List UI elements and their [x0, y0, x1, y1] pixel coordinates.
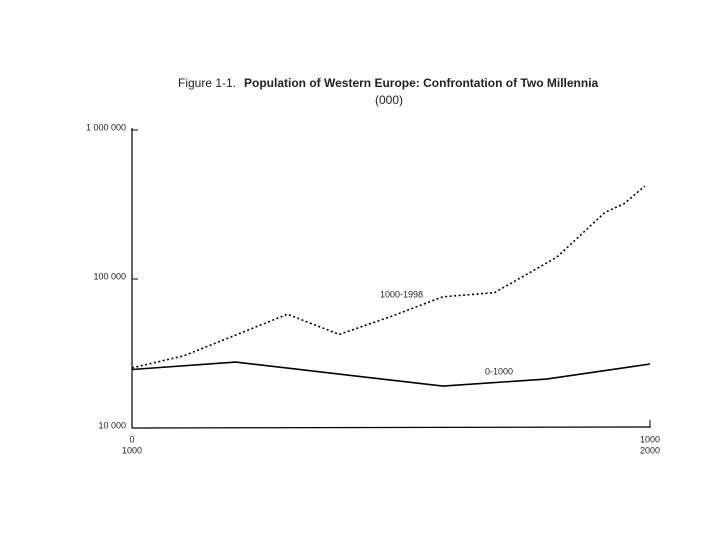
y-tick-label: 10 000	[98, 420, 126, 430]
series-line	[131, 361, 651, 387]
x2-tick-label: 1000	[122, 445, 142, 455]
figure-label: Figure 1-1.	[178, 76, 236, 90]
series-line	[131, 185, 646, 369]
x-tick-label: 0	[129, 434, 134, 444]
series-label: 1000-1998	[380, 289, 423, 299]
x-axis	[131, 426, 651, 429]
x-tick-label: 1000	[640, 434, 660, 444]
y-tick-label: 1 000 000	[86, 122, 126, 132]
x2-tick-label: 2000	[640, 445, 660, 455]
chart-subtitle: (000)	[375, 93, 403, 107]
chart-title: Population of Western Europe: Confrontat…	[244, 76, 599, 90]
series-label: 0-1000	[485, 366, 513, 376]
y-tick-label: 100 000	[93, 271, 126, 281]
